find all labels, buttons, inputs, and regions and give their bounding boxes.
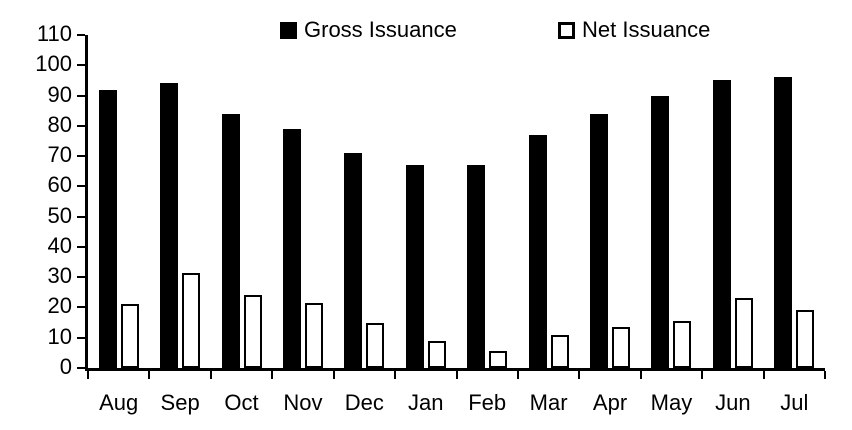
gross-issuance-bar-mar (528, 134, 547, 368)
bar-group-jul: Jul (764, 35, 825, 415)
x-axis-tick (824, 371, 826, 379)
net-issuance-bar-aug (120, 304, 139, 368)
y-axis-label: 60 (47, 172, 72, 198)
gross-issuance-swatch-icon (280, 21, 297, 39)
y-axis-label: 20 (47, 293, 72, 319)
net-issuance-bar-jul (796, 310, 815, 368)
x-axis-tick (209, 371, 212, 379)
y-axis-tick (77, 245, 85, 248)
net-issuance-swatch-icon (558, 21, 575, 39)
y-axis-tick (77, 185, 85, 188)
x-axis-label-aug: Aug (99, 390, 139, 415)
x-axis-label-sep: Sep (160, 390, 200, 415)
x-axis-tick (639, 371, 642, 379)
x-axis-tick (701, 371, 704, 379)
gross-issuance-bar-oct (221, 113, 240, 368)
y-axis-label: 50 (47, 202, 72, 228)
gross-issuance-bar-apr (590, 113, 609, 368)
bar-group-may: May (641, 35, 702, 415)
x-axis-tick (455, 371, 458, 379)
legend-item-gross-issuance: Gross Issuance (280, 17, 457, 43)
y-axis-tick (77, 94, 85, 97)
x-axis-tick (332, 371, 335, 379)
net-issuance-bar-oct (243, 295, 262, 368)
y-axis-label: 110 (36, 21, 72, 46)
bar-group-nov: Nov (272, 35, 333, 415)
gross-issuance-bar-dec (344, 153, 363, 368)
x-axis-tick (762, 371, 765, 379)
legend-item-net-issuance: Net Issuance (558, 17, 710, 43)
x-axis-label-jan: Jan (408, 390, 444, 415)
gross-issuance-bar-sep (160, 83, 179, 368)
y-axis-label: 80 (47, 111, 72, 137)
x-axis-label-may: May (650, 390, 693, 415)
gross-issuance-bar-jun (712, 80, 731, 368)
y-axis-tick (77, 306, 85, 309)
x-axis-tick (516, 371, 519, 379)
y-axis-tick (77, 155, 85, 158)
x-axis-tick (394, 371, 397, 379)
bar-group-jun: Jun (702, 35, 763, 415)
net-issuance-bar-apr (612, 327, 631, 368)
gross-issuance-bar-may (651, 95, 670, 368)
x-axis-tick (148, 371, 151, 379)
net-issuance-bar-dec (366, 322, 385, 368)
x-axis-label-apr: Apr (592, 390, 628, 415)
y-axis-label: 100 (35, 51, 72, 77)
y-axis-tick (77, 34, 85, 36)
y-axis-tick (77, 215, 85, 218)
net-issuance-bar-sep (182, 272, 201, 368)
bar-group-aug: Aug (88, 35, 149, 415)
bar-group-oct: Oct (211, 35, 272, 415)
x-axis-tick (87, 371, 89, 379)
y-axis-tick (77, 124, 85, 127)
bar-group-mar: Mar (518, 35, 579, 415)
legend-label-gross-issuance: Gross Issuance (304, 17, 457, 42)
legend-label-net-issuance: Net Issuance (582, 17, 711, 42)
bar-group-apr: Apr (579, 35, 640, 415)
gross-issuance-bar-feb (467, 165, 486, 368)
y-axis-label: 0 (59, 354, 72, 379)
x-axis-label-feb: Feb (468, 390, 507, 415)
gross-issuance-bar-jul (774, 77, 793, 368)
bar-group-feb: Feb (457, 35, 518, 415)
gross-issuance-bar-jan (405, 165, 424, 368)
y-axis-label: 10 (47, 323, 72, 349)
bar-group-jan: Jan (395, 35, 456, 415)
net-issuance-bar-mar (550, 334, 569, 368)
net-issuance-bar-may (673, 321, 692, 368)
x-axis-tick (271, 371, 274, 379)
x-axis-label-nov: Nov (283, 390, 323, 415)
y-axis-tick (77, 367, 85, 369)
y-axis-label: 90 (47, 81, 72, 107)
bar-group-sep: Sep (149, 35, 210, 415)
net-issuance-bar-nov (304, 302, 323, 368)
plot-area: 0 10 20 30 40 50 60 70 80 90 100 110 Aug Sep Oct Nov Dec… (35, 22, 826, 415)
x-axis-label-dec: Dec (344, 390, 384, 415)
y-axis-tick (77, 336, 85, 339)
y-axis-label: 40 (47, 232, 72, 258)
y-axis-label: 30 (47, 263, 72, 289)
bar-group-dec: Dec (334, 35, 395, 415)
x-axis-label-jun: Jun (715, 390, 751, 415)
x-axis-tick (578, 371, 581, 379)
y-axis-tick (77, 276, 85, 279)
net-issuance-bar-jan (427, 340, 446, 368)
y-axis-tick (77, 64, 85, 67)
net-issuance-bar-jun (734, 298, 753, 368)
x-axis-label-jul: Jul (780, 390, 809, 415)
x-axis-label-mar: Mar (529, 390, 568, 415)
gross-issuance-bar-nov (282, 128, 301, 368)
net-issuance-bar-feb (489, 351, 508, 368)
y-axis-label: 70 (47, 142, 72, 168)
gross-issuance-bar-aug (98, 89, 117, 368)
x-axis-label-oct: Oct (224, 390, 259, 415)
